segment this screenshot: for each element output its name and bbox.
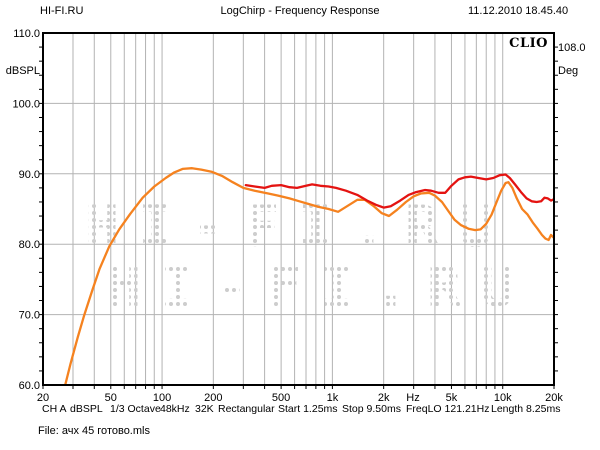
status-item-8: Stop 9.50ms [342,403,401,415]
plot-border [42,32,555,386]
status-item-2: dBSPL [70,403,103,415]
x-axis-unit: Hz [406,392,419,404]
y-right-tick-label: 108.0 [558,42,586,54]
y-left-tick-label: 90.0 [19,169,40,181]
y-left-tick-label: 60.0 [19,380,40,392]
x-tick-label: 200 [204,392,222,404]
watermark-text-row2: HI-FI.RU [107,254,534,320]
x-tick-label: 20 [37,392,49,404]
x-tick-label: 2k [378,392,390,404]
status-item-7: Start 1.25ms [278,403,338,415]
y-right-axis-unit: Deg [558,65,578,77]
y-left-tick-label: 110.0 [13,28,40,40]
watermark-text-row1: HI-FI.RU [85,194,512,260]
y-left-axis-unit: dBSPL [6,65,40,77]
y-left-tick-label: 80.0 [19,239,40,251]
window-title: LogChirp - Frequency Response [220,5,380,17]
status-item-3: 1/3 Octave [110,403,161,415]
x-tick-label: 500 [272,392,290,404]
x-tick-label: 50 [105,392,117,404]
x-tick-label: 20k [545,392,563,404]
header-brand-label: HI-FI.RU [40,5,84,17]
status-item-4: 48kHz [160,403,190,415]
red-curve [244,173,554,209]
clio-logo: CLIO [509,36,548,51]
header-datetime: 11.12.2010 18.45.40 [468,5,569,17]
orange-curve [64,167,554,385]
status-item-9: FreqLO 121.21Hz [406,403,490,415]
x-tick-label: 1k [327,392,339,404]
x-tick-label: 100 [153,392,171,404]
curves [64,167,554,385]
y-left-tick-label: 70.0 [19,310,40,322]
status-item-5: 32K [195,403,214,415]
status-item-1: CH A [42,403,67,415]
y-left-tick-label: 100.0 [12,98,40,110]
status-item-10: Length 8.25ms [491,403,561,415]
x-tick-label: 5k [446,392,458,404]
status-item-6: Rectangular [218,403,275,415]
file-name-label: File: ачх 45 готово.mls [38,425,150,437]
x-tick-label: 10k [494,392,512,404]
